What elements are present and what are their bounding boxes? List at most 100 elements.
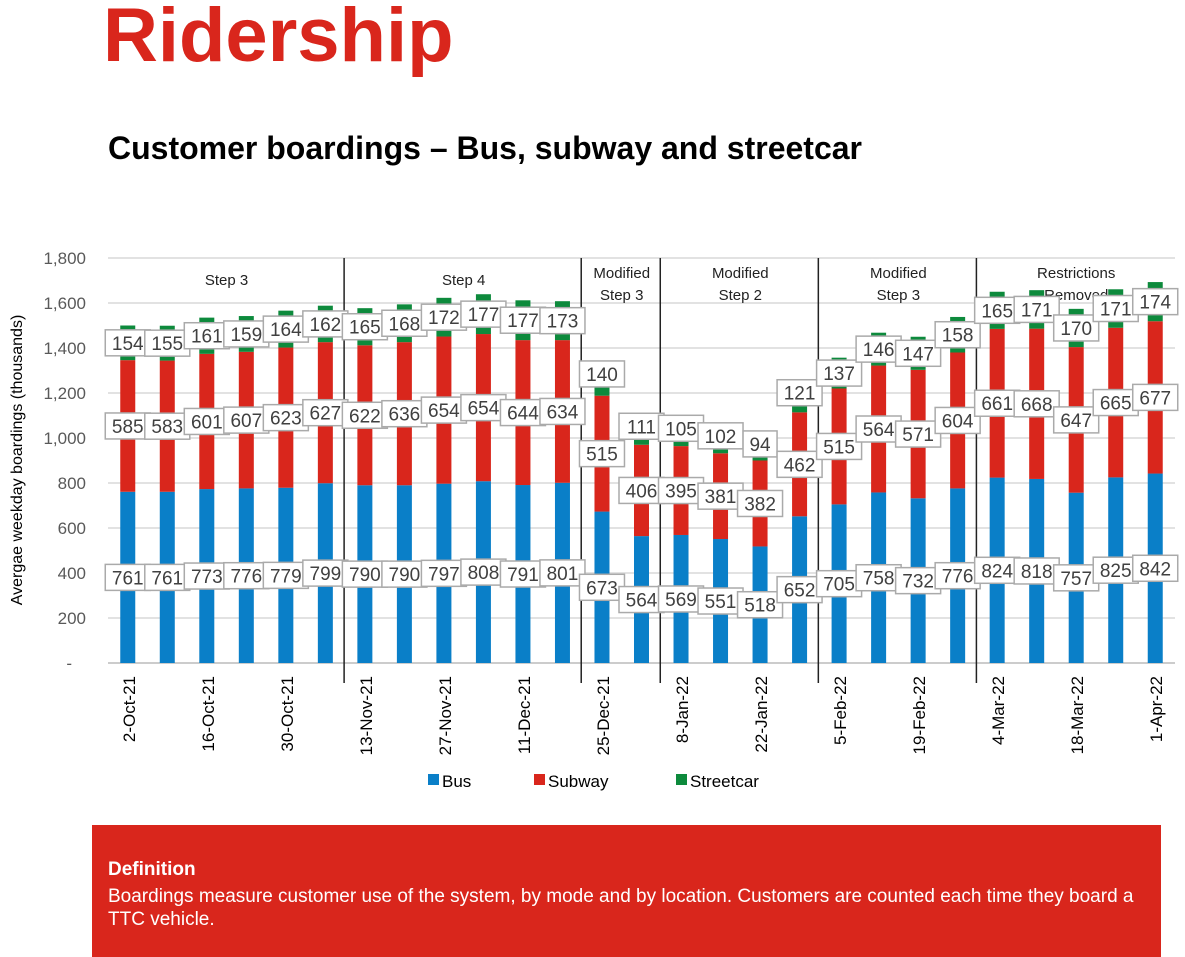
data-label: 146 (863, 340, 895, 361)
definition-box: Definition Boardings measure customer us… (92, 825, 1161, 957)
data-label: 177 (468, 305, 500, 326)
y-tick-label: 1,800 (43, 249, 86, 268)
data-label-box (460, 300, 507, 328)
data-label-box (1052, 406, 1100, 434)
data-label: 382 (744, 494, 776, 515)
data-label: 799 (310, 564, 342, 585)
y-tick-label: 400 (58, 564, 86, 583)
data-label: 147 (902, 344, 934, 365)
data-label: 634 (547, 402, 579, 423)
data-label: 797 (428, 564, 460, 585)
data-label-box (894, 339, 942, 368)
data-label: 808 (468, 563, 500, 584)
phase-label: Modified (712, 265, 769, 282)
data-label-box (1092, 556, 1139, 584)
x-tick-label: 8-Jan-22 (673, 676, 692, 743)
data-label: 571 (902, 425, 934, 446)
data-label: 818 (1021, 562, 1053, 583)
data-label-box (381, 399, 428, 428)
data-label-box (539, 559, 586, 587)
data-label: 162 (310, 315, 342, 336)
data-label-box (539, 397, 586, 426)
x-tick-label: 13-Nov-21 (357, 676, 376, 755)
data-label: 673 (586, 578, 618, 599)
data-label: 168 (389, 314, 421, 335)
data-label: 622 (349, 406, 381, 427)
data-label: 652 (784, 581, 816, 602)
data-label-box (1131, 554, 1179, 583)
data-label-box (144, 329, 191, 357)
data-label-box (742, 430, 778, 458)
x-tick-label: 11-Dec-21 (515, 676, 534, 754)
data-label: 654 (428, 401, 460, 422)
data-label: 102 (705, 427, 737, 448)
data-label-box (736, 590, 784, 619)
data-label-box (1092, 388, 1139, 417)
data-label: 647 (1060, 411, 1092, 432)
data-label: 381 (705, 487, 737, 508)
data-label: 677 (1139, 388, 1171, 409)
data-label-box (1013, 390, 1060, 418)
y-tick-label: 1,200 (43, 384, 86, 403)
x-tick-label: 18-Mar-22 (1068, 676, 1087, 754)
x-tick-label: 30-Oct-21 (278, 676, 297, 752)
legend-label: Bus (442, 772, 471, 791)
data-label-box (341, 560, 389, 588)
data-label: 790 (349, 565, 381, 586)
data-label: 105 (665, 419, 697, 440)
data-label: 161 (191, 327, 223, 348)
x-tick-label: 19-Feb-22 (910, 676, 929, 754)
data-label: 668 (1021, 395, 1053, 416)
data-label: 604 (942, 411, 974, 432)
x-tick-label: 2-Oct-21 (120, 676, 139, 742)
data-label: 732 (902, 572, 934, 593)
data-label: 164 (270, 320, 302, 341)
data-label-box (657, 476, 705, 505)
data-label: 761 (112, 568, 144, 589)
data-label-box (223, 561, 270, 590)
y-tick-label: 1,000 (43, 429, 86, 448)
data-label: 171 (1100, 300, 1132, 321)
data-label-box (1013, 557, 1060, 585)
data-label: 137 (823, 364, 855, 385)
data-label: 564 (626, 591, 658, 612)
data-label: 94 (749, 435, 771, 456)
page-title: Ridership (103, 0, 454, 78)
x-tick-label: 5-Feb-22 (831, 676, 850, 745)
data-label-box (578, 439, 626, 468)
data-label: 171 (1021, 300, 1053, 321)
data-label: 165 (981, 301, 1013, 322)
data-label-box (736, 489, 784, 518)
x-tick-label: 22-Jan-22 (752, 676, 771, 753)
data-label: 791 (507, 565, 539, 586)
data-label: 627 (310, 404, 342, 425)
data-label: 824 (981, 561, 1013, 582)
data-label-box (776, 378, 823, 407)
data-label: 636 (389, 405, 421, 426)
data-label-box (894, 420, 942, 448)
data-label-box (973, 556, 1021, 585)
data-label-box (1052, 314, 1100, 342)
data-label-box (776, 450, 823, 479)
data-label: 842 (1139, 559, 1171, 580)
data-label-box (894, 566, 942, 595)
phase-label: Step 3 (877, 287, 920, 304)
data-label: 665 (1100, 394, 1132, 415)
data-label: 564 (863, 420, 895, 441)
data-label: 779 (270, 566, 302, 587)
y-tick-label: 200 (58, 609, 86, 628)
data-label: 661 (981, 394, 1013, 415)
data-label: 518 (744, 596, 776, 617)
phase-label: Restrictions (1037, 265, 1115, 282)
x-tick-label: 27-Nov-21 (436, 676, 455, 755)
data-label: 601 (191, 412, 223, 433)
data-label: 158 (942, 326, 974, 347)
data-label: 174 (1139, 293, 1171, 314)
data-label: 170 (1060, 319, 1092, 340)
data-label-box (855, 415, 902, 443)
legend-swatch (534, 774, 545, 785)
y-tick-label: - (66, 654, 72, 673)
y-tick-label: 600 (58, 519, 86, 538)
chart-subtitle: Customer boardings – Bus, subway and str… (108, 130, 862, 166)
